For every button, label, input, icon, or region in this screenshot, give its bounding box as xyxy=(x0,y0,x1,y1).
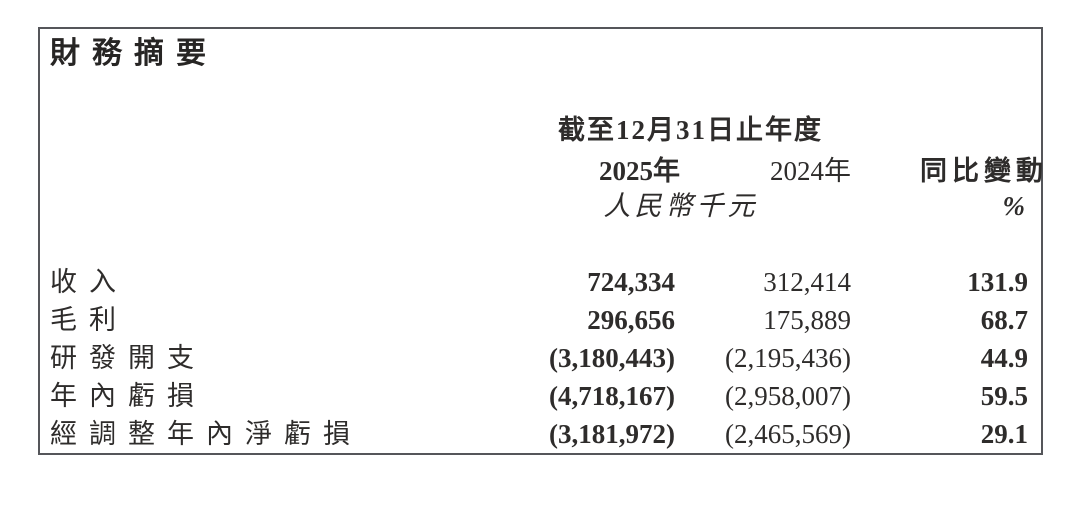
column-header-2025: 2025年 xyxy=(599,156,680,186)
row-label: 毛利 xyxy=(50,305,128,335)
value-yoy-change: 29.1 xyxy=(980,419,1028,449)
value-2025: (3,180,443) xyxy=(549,343,675,373)
table-row: 經調整年內淨虧損 (3,181,972) (2,465,569) 29.1 xyxy=(40,420,1041,458)
column-header-2024: 2024年 xyxy=(770,156,851,186)
value-2024: 312,414 xyxy=(763,267,851,297)
row-label: 收入 xyxy=(50,267,128,297)
value-2024: 175,889 xyxy=(763,305,851,335)
panel-title: 財務摘要 xyxy=(50,37,218,70)
column-header-yoy-change: 同比變動 xyxy=(920,156,1048,186)
row-label: 經調整年內淨虧損 xyxy=(50,419,362,449)
table-row: 年內虧損 (4,718,167) (2,958,007) 59.5 xyxy=(40,382,1041,420)
value-2025: (4,718,167) xyxy=(549,381,675,411)
value-2024: (2,465,569) xyxy=(725,419,851,449)
row-label: 研發開支 xyxy=(50,343,206,373)
value-2024: (2,195,436) xyxy=(725,343,851,373)
table-row: 研發開支 (3,180,443) (2,195,436) 44.9 xyxy=(40,344,1041,382)
table-row: 收入 724,334 312,414 131.9 xyxy=(40,268,1041,306)
percent-unit-label: % xyxy=(1002,191,1026,221)
value-2025: 296,656 xyxy=(587,305,675,335)
value-yoy-change: 44.9 xyxy=(980,343,1028,373)
value-yoy-change: 68.7 xyxy=(980,305,1028,335)
financial-table-body: 收入 724,334 312,414 131.9 毛利 296,656 175,889 68.… xyxy=(40,268,1041,458)
value-yoy-change: 59.5 xyxy=(980,381,1028,411)
value-2024: (2,958,007) xyxy=(725,381,851,411)
value-2025: 724,334 xyxy=(587,267,675,297)
table-row: 毛利 296,656 175,889 68.7 xyxy=(40,306,1041,344)
value-yoy-change: 131.9 xyxy=(967,267,1028,297)
currency-unit-label: 人民幣千元 xyxy=(603,191,759,221)
period-header: 截至12月31日止年度 xyxy=(558,115,823,145)
row-label: 年內虧損 xyxy=(50,381,206,411)
financial-summary-panel: 財務摘要 截至12月31日止年度 2025年 2024年 同比變動 人民幣千元 … xyxy=(38,27,1043,455)
value-2025: (3,181,972) xyxy=(549,419,675,449)
